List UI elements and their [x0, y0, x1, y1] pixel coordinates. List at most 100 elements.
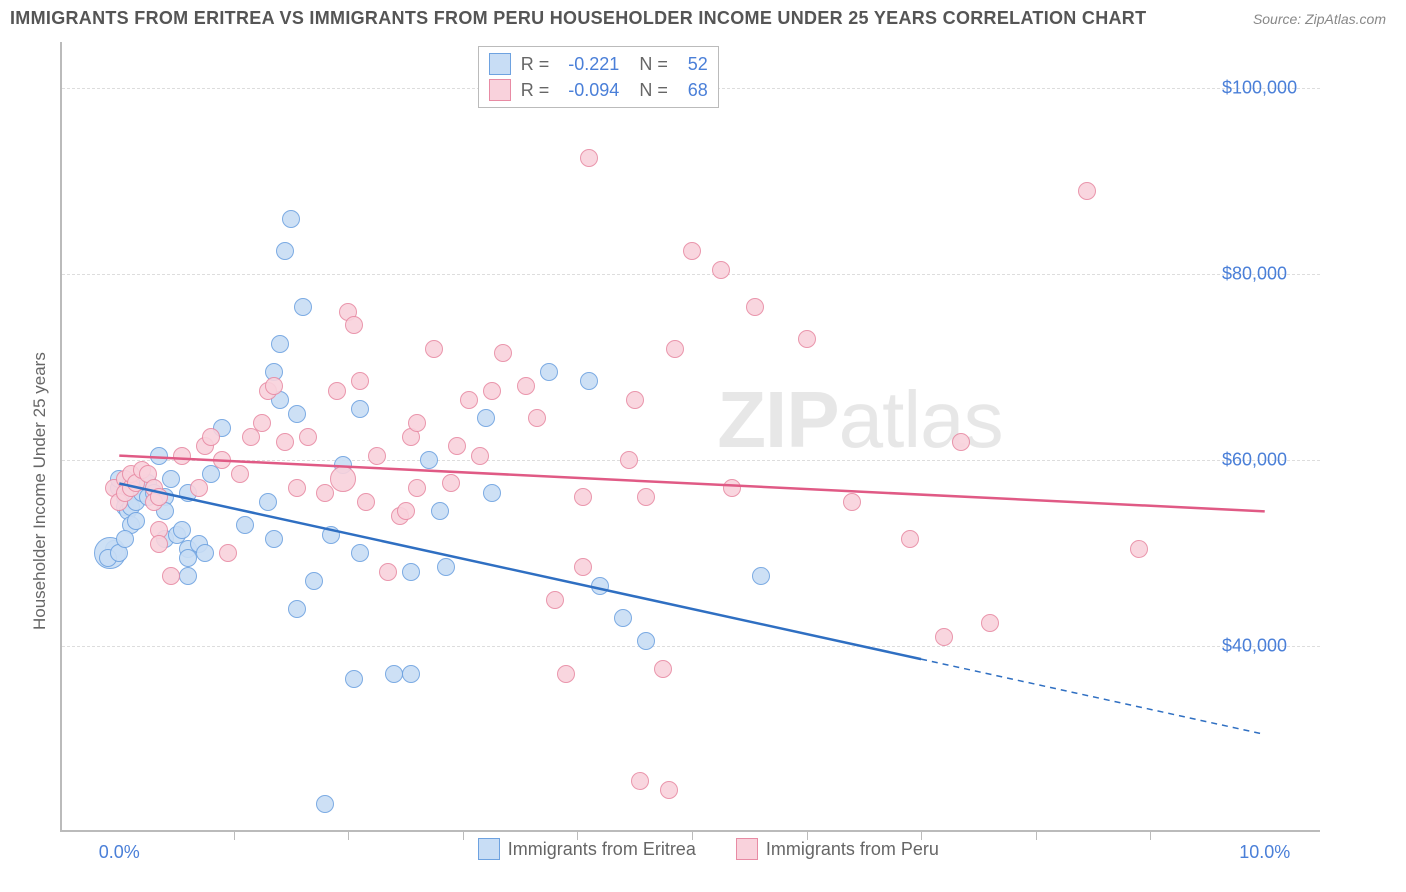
scatter-point [654, 660, 672, 678]
scatter-point [330, 466, 356, 492]
scatter-point [752, 567, 770, 585]
scatter-point [231, 465, 249, 483]
scatter-point [219, 544, 237, 562]
scatter-point [626, 391, 644, 409]
scatter-point [162, 470, 180, 488]
legend-label: Immigrants from Eritrea [508, 839, 696, 860]
scatter-point [448, 437, 466, 455]
gridline-horizontal [62, 646, 1320, 647]
scatter-point [402, 665, 420, 683]
scatter-point [282, 210, 300, 228]
scatter-point [368, 447, 386, 465]
scatter-point [540, 363, 558, 381]
legend-label: Immigrants from Peru [766, 839, 939, 860]
scatter-point [305, 572, 323, 590]
r-label: R = [521, 77, 550, 103]
scatter-point [666, 340, 684, 358]
legend-swatch [478, 838, 500, 860]
scatter-point [477, 409, 495, 427]
correlation-legend: R =-0.221N =52R =-0.094N =68 [478, 46, 719, 108]
scatter-point [379, 563, 397, 581]
n-value: 52 [678, 51, 708, 77]
scatter-point [471, 447, 489, 465]
n-label: N = [639, 77, 668, 103]
y-axis-tick-label: $60,000 [1222, 450, 1287, 471]
scatter-point [546, 591, 564, 609]
x-axis-tick-label: 10.0% [1239, 842, 1290, 863]
scatter-point [402, 563, 420, 581]
scatter-point [385, 665, 403, 683]
scatter-point [288, 479, 306, 497]
scatter-point [557, 665, 575, 683]
scatter-point [253, 414, 271, 432]
scatter-point [981, 614, 999, 632]
x-axis-tick [463, 832, 464, 840]
scatter-point [127, 512, 145, 530]
scatter-point [614, 609, 632, 627]
scatter-point [150, 488, 168, 506]
x-axis-tick [234, 832, 235, 840]
scatter-point [351, 372, 369, 390]
scatter-point [316, 795, 334, 813]
scatter-point [408, 479, 426, 497]
scatter-point [190, 479, 208, 497]
plot-area: $40,000$60,000$80,000$100,0000.0%10.0%ZI… [60, 42, 1320, 832]
scatter-point [631, 772, 649, 790]
scatter-point [483, 382, 501, 400]
r-value: -0.094 [559, 77, 619, 103]
scatter-point [173, 521, 191, 539]
scatter-point [276, 242, 294, 260]
scatter-point [328, 382, 346, 400]
scatter-point [798, 330, 816, 348]
trend-line-series1-dashed [921, 659, 1265, 734]
scatter-point [431, 502, 449, 520]
scatter-point [265, 377, 283, 395]
y-axis-title: Householder Income Under 25 years [30, 352, 50, 630]
plot-wrap: $40,000$60,000$80,000$100,0000.0%10.0%ZI… [60, 42, 1390, 832]
scatter-point [528, 409, 546, 427]
chart-container: IMMIGRANTS FROM ERITREA VS IMMIGRANTS FR… [0, 0, 1406, 892]
scatter-point [299, 428, 317, 446]
scatter-point [265, 530, 283, 548]
chart-title: IMMIGRANTS FROM ERITREA VS IMMIGRANTS FR… [10, 8, 1146, 29]
scatter-point [712, 261, 730, 279]
scatter-point [288, 405, 306, 423]
scatter-point [351, 544, 369, 562]
y-axis-tick-label: $80,000 [1222, 264, 1287, 285]
scatter-point [236, 516, 254, 534]
scatter-point [637, 488, 655, 506]
scatter-point [723, 479, 741, 497]
x-axis-tick-label: 0.0% [99, 842, 140, 863]
n-label: N = [639, 51, 668, 77]
scatter-point [574, 488, 592, 506]
scatter-point [173, 447, 191, 465]
y-axis-tick-label: $40,000 [1222, 636, 1287, 657]
scatter-point [620, 451, 638, 469]
scatter-point [660, 781, 678, 799]
scatter-point [517, 377, 535, 395]
x-axis-tick [1036, 832, 1037, 840]
n-value: 68 [678, 77, 708, 103]
scatter-point [351, 400, 369, 418]
scatter-point [1130, 540, 1148, 558]
scatter-point [345, 316, 363, 334]
scatter-point [162, 567, 180, 585]
scatter-point [901, 530, 919, 548]
legend-swatch [736, 838, 758, 860]
correlation-legend-row: R =-0.221N =52 [489, 51, 708, 77]
x-axis-tick [348, 832, 349, 840]
scatter-point [150, 447, 168, 465]
scatter-point [683, 242, 701, 260]
scatter-point [179, 567, 197, 585]
scatter-point [288, 600, 306, 618]
scatter-point [1078, 182, 1096, 200]
scatter-point [202, 428, 220, 446]
scatter-point [408, 414, 426, 432]
scatter-point [294, 298, 312, 316]
scatter-point [116, 530, 134, 548]
scatter-point [460, 391, 478, 409]
scatter-point [345, 670, 363, 688]
source-attribution: Source: ZipAtlas.com [1253, 11, 1386, 27]
r-label: R = [521, 51, 550, 77]
legend-swatch [489, 53, 511, 75]
